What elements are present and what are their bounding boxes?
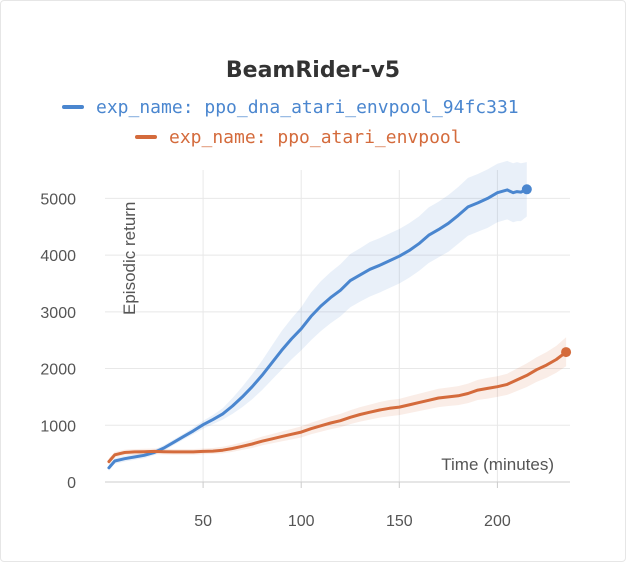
x-axis: 50 100 150 200 — [105, 481, 570, 530]
legend-label-ppo: exp_name: ppo_atari_envpool — [169, 126, 462, 148]
chart-title: BeamRider-v5 — [225, 58, 401, 83]
legend-entry-dna[interactable]: exp_name: ppo_dna_atari_envpool_94fc331 — [62, 95, 519, 119]
y-tick-label-4: 4000 — [40, 248, 76, 265]
series-end-marker-1 — [561, 347, 572, 358]
y-axis: 0 1000 2000 3000 4000 5000 — [40, 191, 76, 492]
series-lines — [107, 187, 568, 470]
x-tick-label-2: 150 — [386, 513, 413, 530]
legend-label-dna: exp_name: ppo_dna_atari_envpool_94fc331 — [96, 96, 519, 118]
y-tick-label-5: 5000 — [40, 191, 76, 208]
y-tick-label-0: 0 — [67, 475, 76, 492]
y-tick-label-3: 3000 — [40, 305, 76, 322]
grid-lines — [105, 170, 570, 482]
y-axis-label: Episodic return — [120, 202, 139, 315]
x-tick-label-0: 50 — [194, 513, 212, 530]
y-tick-label-2: 2000 — [40, 362, 76, 379]
series-band-0 — [108, 160, 527, 471]
series-line-1 — [107, 350, 568, 464]
legend-swatch-dna — [62, 105, 84, 109]
x-tick-label-3: 200 — [484, 513, 511, 530]
y-tick-label-1: 1000 — [40, 418, 76, 435]
x-axis-label: Time (minutes) — [441, 455, 554, 474]
series-line-0 — [107, 187, 529, 470]
legend-swatch-ppo — [135, 135, 157, 139]
legend-entry-ppo[interactable]: exp_name: ppo_atari_envpool — [135, 125, 462, 149]
series-end-marker-0 — [521, 184, 532, 195]
x-tick-label-1: 100 — [288, 513, 315, 530]
series-end-markers — [521, 184, 572, 358]
